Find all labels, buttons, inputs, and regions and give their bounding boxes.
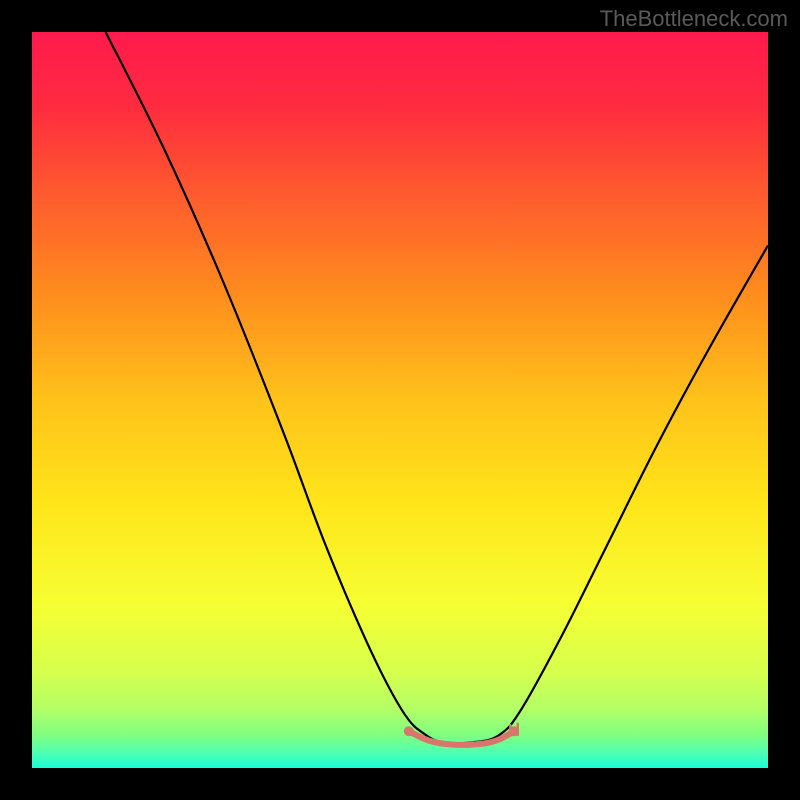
watermark-text: TheBottleneck.com: [600, 6, 788, 32]
bottleneck-curve: [106, 32, 768, 743]
curve-layer: [32, 32, 768, 768]
plot-area: [32, 32, 768, 768]
